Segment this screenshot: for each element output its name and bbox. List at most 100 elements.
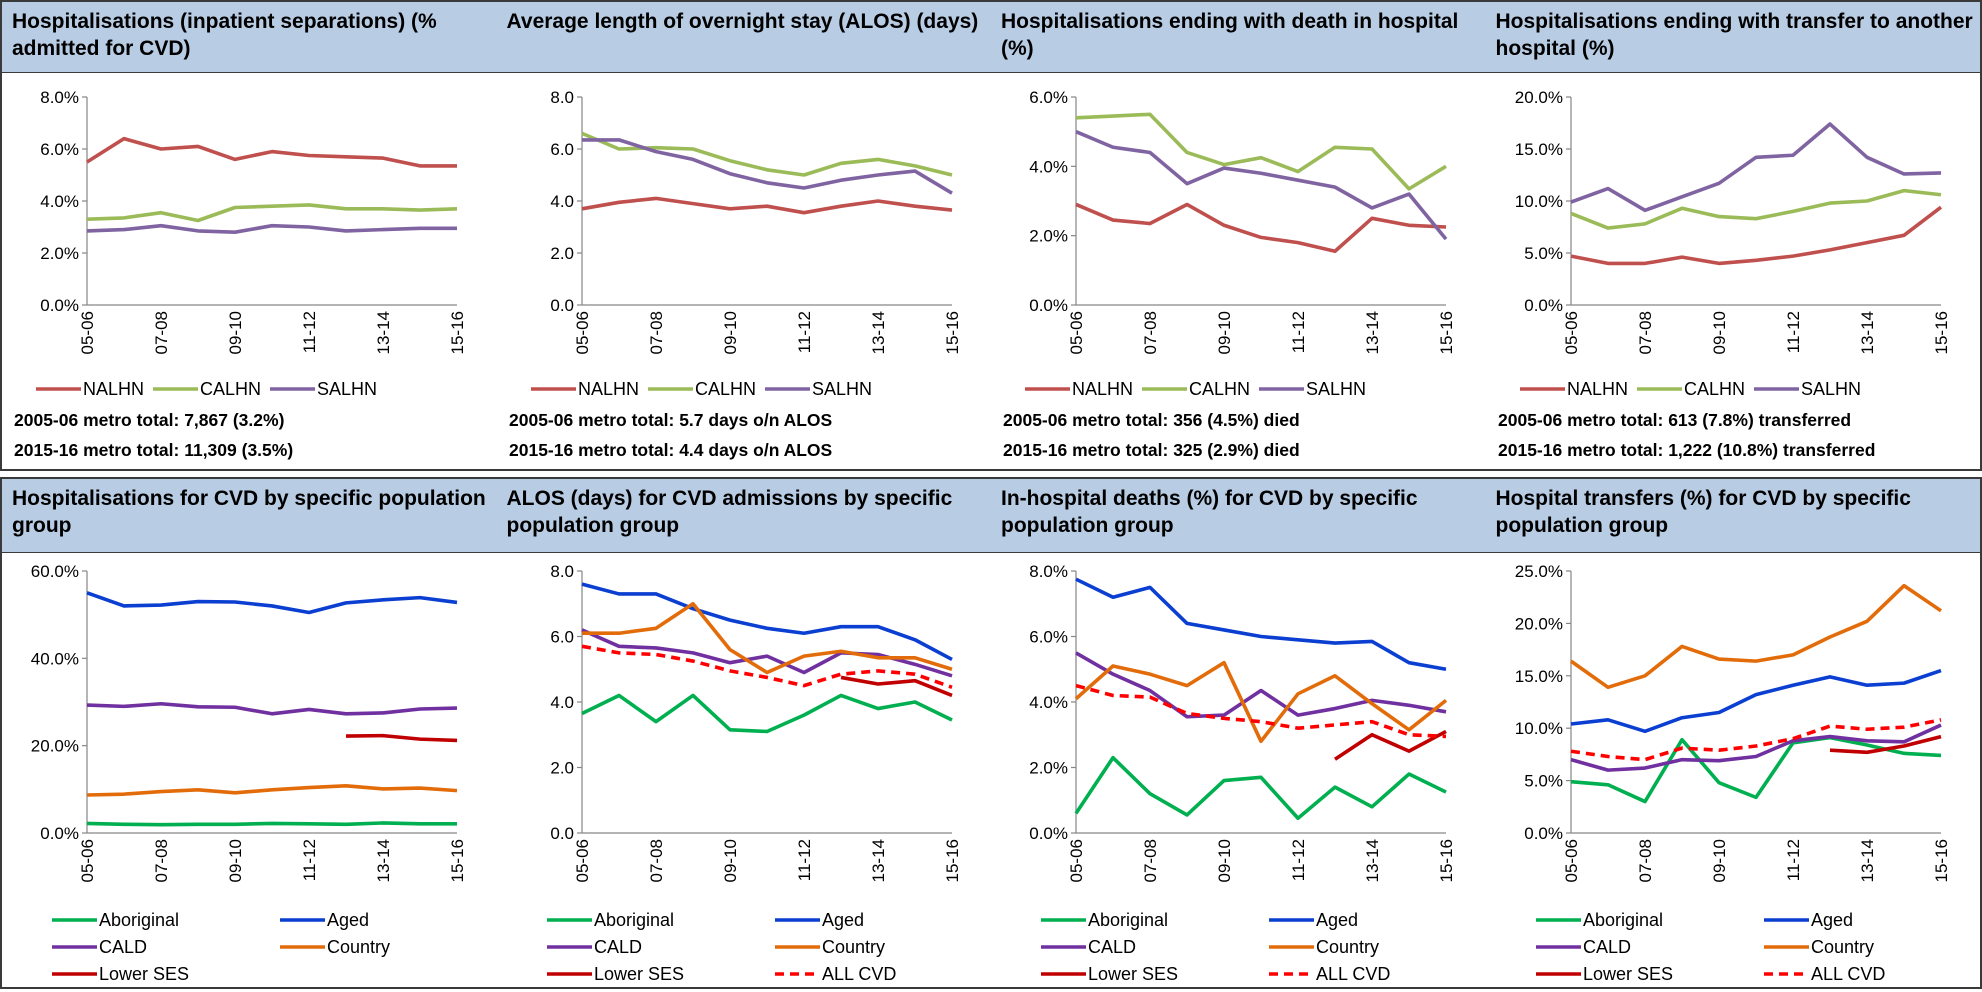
y-tick-label: 8.0%: [40, 88, 79, 107]
legend-label: CALHN: [1189, 379, 1250, 399]
chart: 0.0% 2.0% 4.0% 6.0% 05-06 07-08 09-10 11-12 13-1…: [1003, 88, 1456, 460]
series-line: [1075, 577, 1447, 672]
note: 2005-06 metro total: 356 (4.5%) died: [1003, 410, 1300, 430]
x-tick-label: 05-06: [78, 839, 97, 882]
x-tick-label: 13-14: [1858, 311, 1877, 354]
x-tick-label: 13-14: [1363, 311, 1382, 354]
panel: Average length of overnight stay (ALOS) …: [496, 2, 991, 474]
series-line: [1074, 660, 1448, 744]
legend-label: SALHN: [1306, 379, 1366, 399]
legend-label: Country: [1316, 937, 1379, 957]
y-tick-label: 2.0: [550, 244, 574, 263]
x-tick-label: 05-06: [573, 311, 592, 354]
y-tick-label: 0.0%: [40, 296, 79, 315]
legend-label: Lower SES: [1088, 964, 1178, 984]
x-tick-label: 13-14: [374, 839, 393, 882]
x-tick-label: 05-06: [1562, 839, 1581, 882]
legend-label: CALD: [1583, 937, 1631, 957]
legend-label: Lower SES: [99, 964, 189, 984]
series-line: [1570, 668, 1942, 734]
x-tick-label: 07-08: [1636, 311, 1655, 354]
y-tick-label: 0.0%: [1029, 296, 1068, 315]
series-line: [1570, 735, 1941, 804]
x-tick-label: 05-06: [1067, 311, 1086, 354]
series-line: [581, 138, 953, 195]
panel: ALOS (days) for CVD admissions by specif…: [496, 479, 991, 992]
legend-label: ALL CVD: [822, 964, 896, 984]
series-line: [86, 203, 458, 223]
series-line: [1829, 734, 1941, 755]
y-tick-label: 6.0%: [1029, 628, 1068, 647]
series-line: [1569, 122, 1941, 213]
y-tick-label: 40.0%: [31, 649, 79, 668]
series-line: [86, 591, 458, 615]
y-tick-label: 4.0%: [40, 192, 79, 211]
y-tick-label: 4.0%: [1029, 157, 1068, 176]
series-line: [1569, 583, 1942, 690]
x-tick-label: 15-16: [1437, 311, 1456, 354]
y-tick-label: 5.0%: [1524, 772, 1563, 791]
y-tick-label: 0.0%: [1524, 824, 1563, 843]
y-tick-label: 0.0%: [1524, 296, 1563, 315]
x-tick-label: 09-10: [1215, 839, 1234, 882]
panel: Hospitalisations ending with death in ho…: [991, 2, 1486, 474]
y-tick-label: 15.0%: [1514, 140, 1562, 159]
y-tick-label: 6.0: [550, 628, 574, 647]
panel-title: Hospitalisations ending with death in ho…: [991, 2, 1486, 73]
x-tick-label: 11-12: [1784, 839, 1803, 881]
legend-label: SALHN: [812, 379, 872, 399]
legend-label: CALHN: [695, 379, 756, 399]
x-tick-label: 05-06: [1562, 311, 1581, 354]
x-tick-label: 09-10: [721, 839, 740, 882]
y-tick-label: 20.0%: [31, 737, 79, 756]
legend-label: ALL CVD: [1316, 964, 1390, 984]
series-line: [345, 733, 458, 743]
legend-label: SALHN: [317, 379, 377, 399]
panel-title: Hospital transfers (%) for CVD by specif…: [1485, 479, 1980, 553]
x-tick-label: 07-08: [647, 311, 666, 354]
y-tick-label: 8.0%: [1029, 562, 1068, 581]
x-tick-label: 09-10: [226, 311, 245, 354]
series-line: [86, 701, 458, 716]
series-line: [580, 628, 953, 678]
series-line: [840, 675, 953, 698]
legend-label: Aboriginal: [1583, 910, 1663, 930]
legend-label: Country: [1811, 937, 1874, 957]
top-row: Hospitalisations (inpatient separations)…: [0, 0, 1982, 471]
y-tick-label: 4.0%: [1029, 693, 1068, 712]
note: 2005-06 metro total: 7,867 (3.2%): [14, 410, 284, 430]
note: 2005-06 metro total: 5.7 days o/n ALOS: [509, 410, 832, 430]
note: 2005-06 metro total: 613 (7.8%) transfer…: [1498, 410, 1851, 430]
panel-title: ALOS (days) for CVD admissions by specif…: [496, 479, 991, 553]
x-tick-label: 07-08: [1636, 839, 1655, 882]
legend-label: CALHN: [200, 379, 261, 399]
legend-label: Aged: [822, 910, 864, 930]
x-tick-label: 11-12: [1289, 839, 1308, 881]
legend-label: Aboriginal: [99, 910, 179, 930]
panel-title: In-hospital deaths (%) for CVD by specif…: [991, 479, 1486, 553]
y-tick-label: 20.0%: [1514, 88, 1562, 107]
note: 2015-16 metro total: 4.4 days o/n ALOS: [509, 440, 832, 460]
x-tick-label: 09-10: [1215, 311, 1234, 354]
y-tick-label: 2.0%: [1029, 759, 1068, 778]
series-line: [86, 821, 457, 827]
x-tick-label: 11-12: [1784, 311, 1803, 353]
series-line: [1570, 205, 1942, 266]
chart: 0.0% 20.0% 40.0% 60.0% 05-06 07-08 09-10 11-12 1…: [31, 562, 467, 984]
x-tick-label: 15-16: [943, 311, 962, 354]
x-tick-label: 07-08: [1141, 839, 1160, 882]
legend-label: CALD: [99, 937, 147, 957]
y-tick-label: 20.0%: [1514, 614, 1562, 633]
x-tick-label: 07-08: [647, 839, 666, 882]
x-tick-label: 11-12: [300, 311, 319, 353]
panel-title: Hospitalisations (inpatient separations)…: [2, 2, 497, 73]
y-tick-label: 0.0%: [40, 824, 79, 843]
legend-label: Country: [327, 937, 390, 957]
x-tick-label: 09-10: [226, 839, 245, 882]
note: 2015-16 metro total: 1,222 (10.8%) trans…: [1498, 440, 1875, 460]
x-tick-label: 15-16: [943, 839, 962, 882]
series-line: [1569, 188, 1941, 230]
x-tick-label: 13-14: [869, 839, 888, 882]
legend-label: Aged: [1316, 910, 1358, 930]
